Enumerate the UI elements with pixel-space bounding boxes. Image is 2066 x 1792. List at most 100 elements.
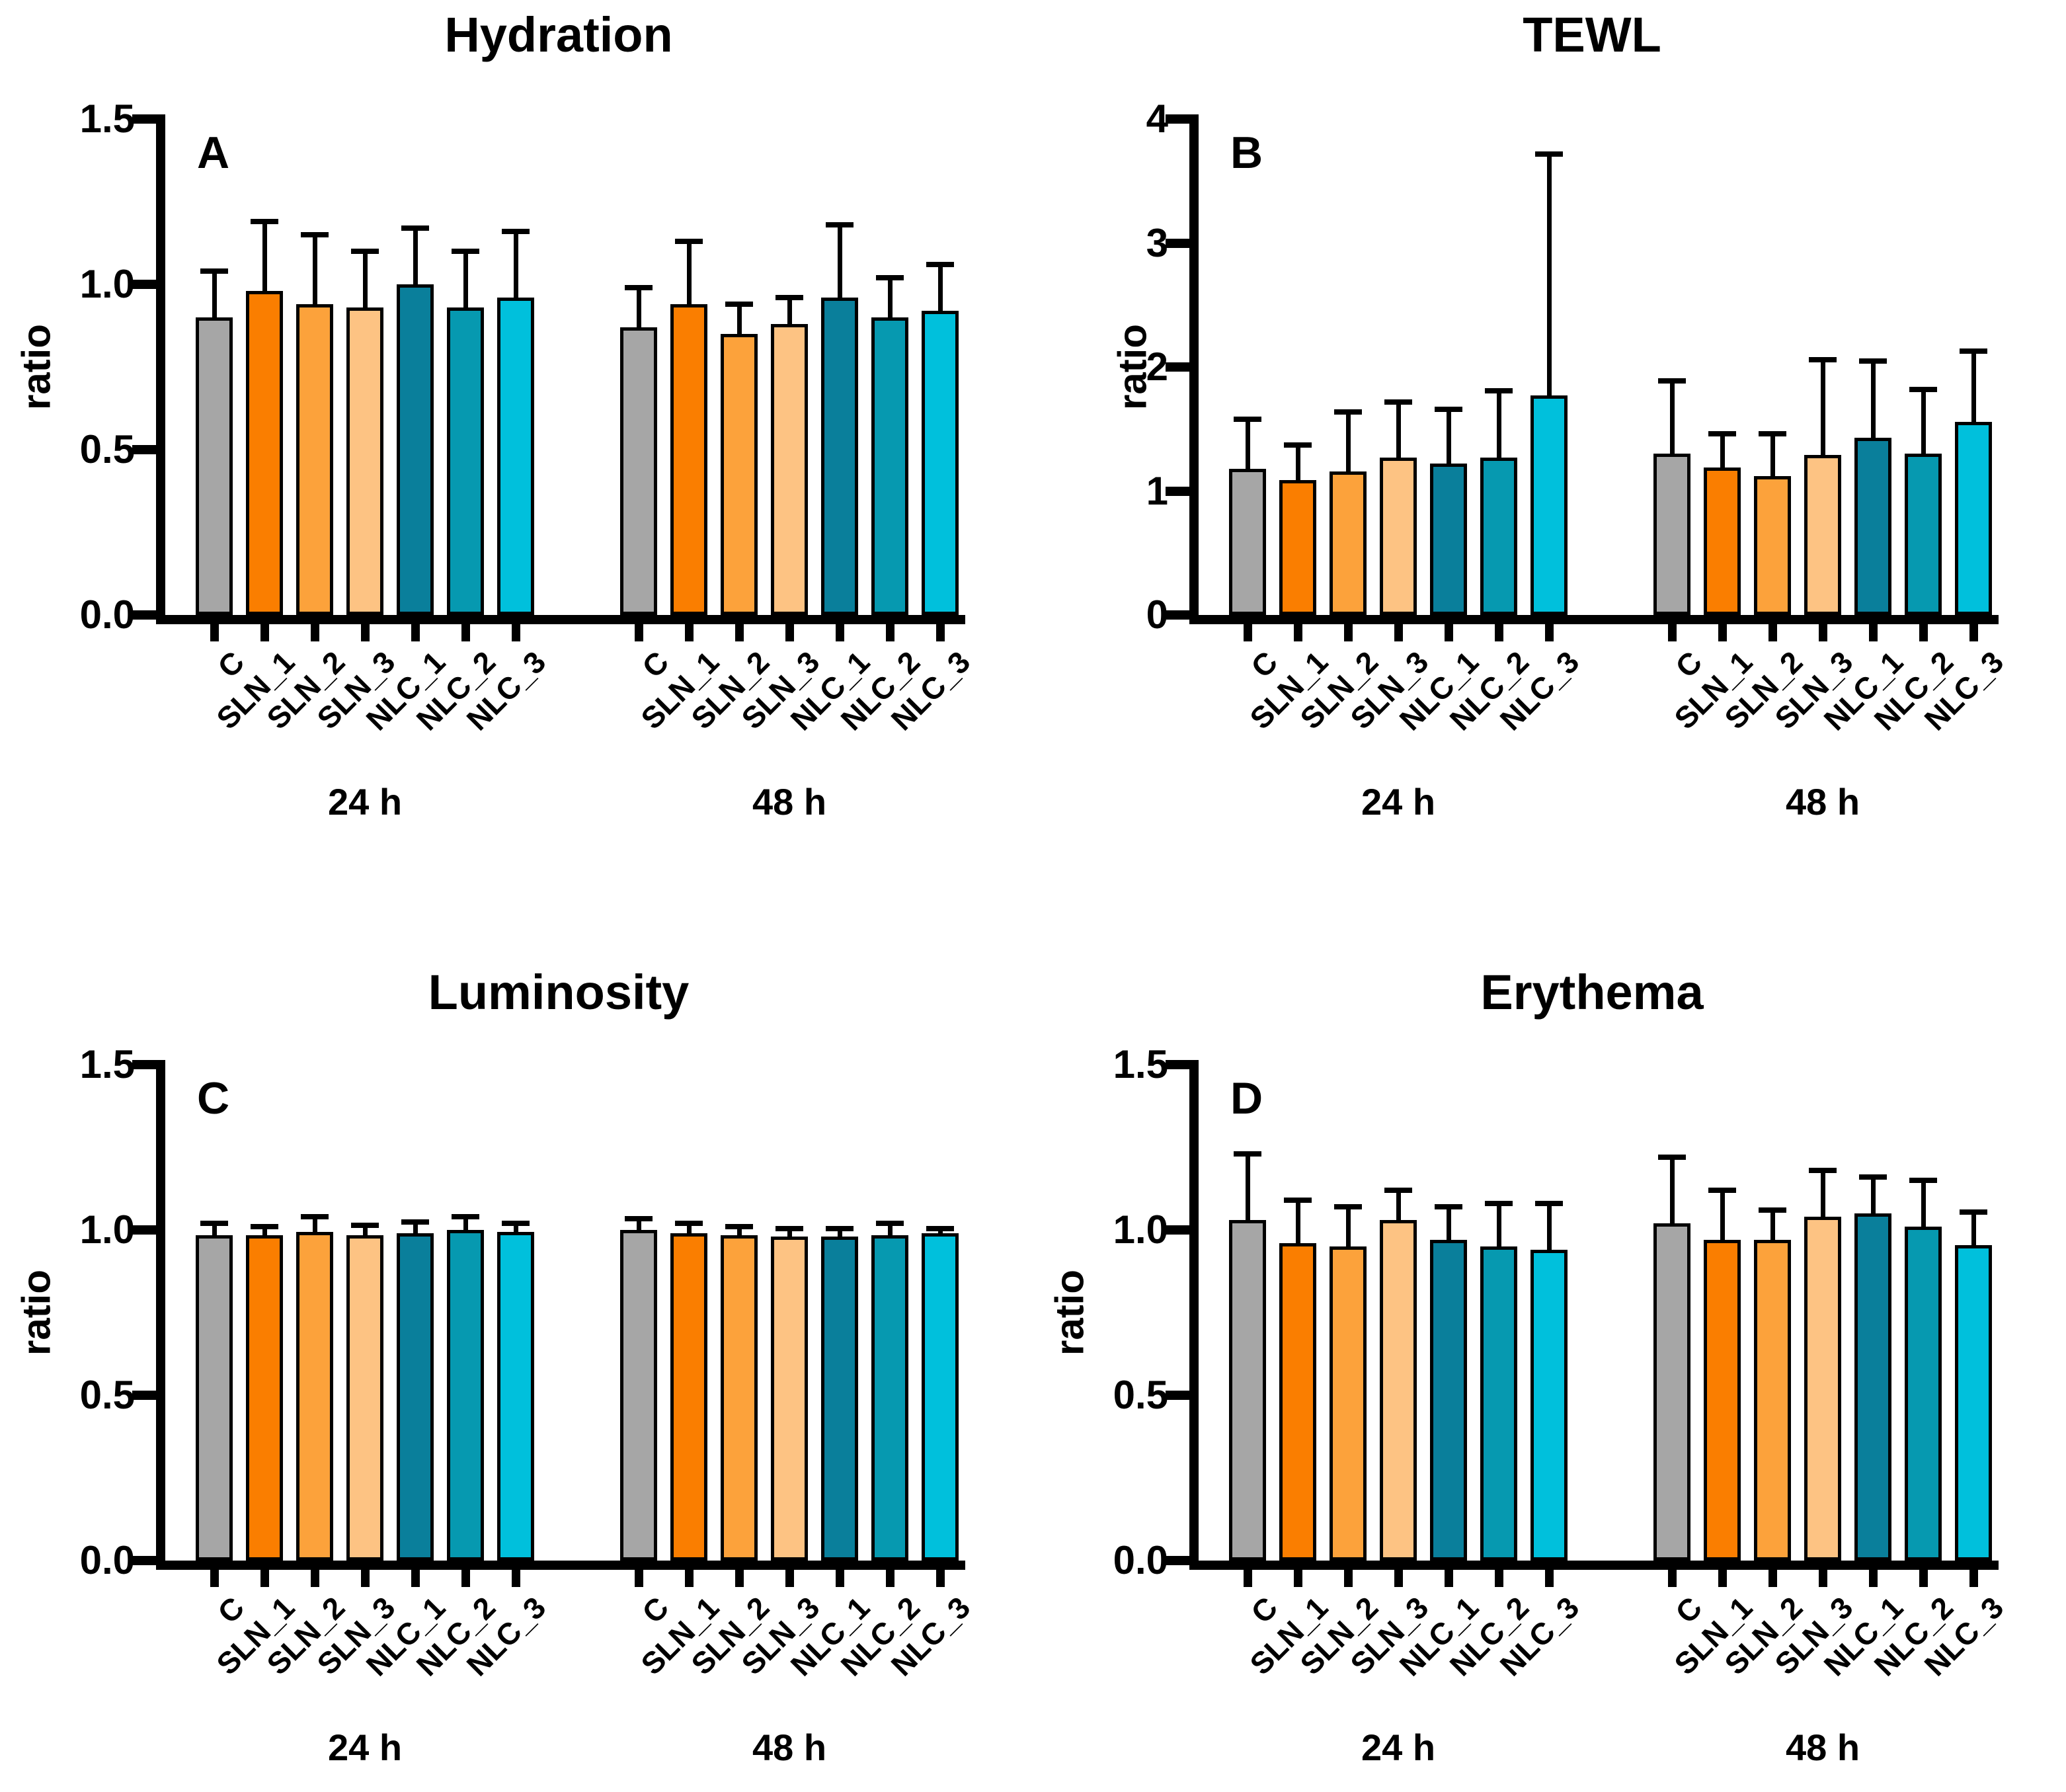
error-bar-cap (926, 262, 954, 267)
x-tick (785, 1570, 794, 1587)
error-bar-cap (1759, 1207, 1786, 1213)
y-tick-label: 0.0 (79, 1538, 135, 1582)
error-bar-cap (1658, 378, 1686, 384)
error-bar-cap (1485, 1201, 1513, 1206)
group-label-48h: 48 h (752, 781, 827, 823)
bar-nlc_3-24h (497, 1231, 534, 1561)
error-bar-stem (463, 1217, 468, 1237)
error-bar-cap (1485, 387, 1513, 393)
x-tick (1445, 624, 1453, 641)
bar-sln_2-24h (296, 1231, 333, 1561)
bar-nlc_1-48h (821, 1237, 858, 1561)
x-tick (936, 624, 945, 641)
y-tick (1166, 1060, 1189, 1069)
y-tick (132, 1060, 156, 1069)
bar-nlc_2-48h (1905, 1227, 1942, 1561)
x-tick (1344, 624, 1353, 641)
x-tick (685, 624, 694, 641)
bar-nlc_1-24h (397, 284, 434, 615)
error-bar-cap (1708, 431, 1736, 437)
error-bar-cap (1384, 399, 1412, 405)
error-bar-cap (1334, 1204, 1362, 1209)
bar-c-48h (1653, 1223, 1690, 1561)
panel-hydration: Hydration A ratio 0.0 0.5 1.0 1.5 C SLN_1 SLN_… (0, 0, 1033, 896)
error-bar-cap (200, 1221, 228, 1226)
error-bar-stem (1497, 1203, 1501, 1253)
error-bar-stem (212, 1223, 217, 1242)
x-tick (1244, 1570, 1252, 1587)
error-bar-cap (1435, 1204, 1462, 1209)
group-label-48h: 48 h (1785, 1727, 1860, 1768)
x-tick (1668, 1570, 1677, 1587)
bar-nlc_1-48h (1854, 1213, 1891, 1561)
error-bar-cap (1658, 1155, 1686, 1160)
error-bar-stem (514, 231, 518, 304)
error-bar-stem (313, 1217, 317, 1239)
error-bar-cap (775, 295, 803, 300)
y-tick (1166, 1556, 1189, 1565)
error-bar-stem (1396, 1190, 1401, 1227)
error-bar-stem (1871, 360, 1876, 444)
bar-nlc_3-48h (922, 1233, 959, 1561)
error-bar-stem (1346, 1207, 1351, 1253)
y-tick (132, 280, 156, 289)
y-tick-label: 1.5 (79, 97, 135, 141)
x-tick (836, 624, 844, 641)
error-bar-stem (1921, 389, 1926, 461)
x-axis-line (1189, 1561, 1999, 1570)
plot-area: 0.0 0.5 1.0 1.5 C SLN_1 SLN_2 SLN_3 NLC_1 NLC_2 NL… (0, 896, 1033, 1792)
bar-sln_2-48h (1754, 476, 1791, 615)
y-tick-label: 0.5 (1113, 1373, 1168, 1417)
plot-area: 0.0 0.5 1.0 1.5 C SLN_1 SLN_2 SLN_3 NLC_1 NLC_2 NL… (0, 0, 1033, 896)
y-tick (132, 610, 156, 620)
x-tick (1819, 1570, 1827, 1587)
error-bar-cap (1234, 1151, 1261, 1157)
chart-title: Luminosity (428, 965, 690, 1020)
bar-sln_3-48h (771, 324, 808, 615)
y-tick-label: 1.5 (1113, 1042, 1168, 1086)
bar-nlc_1-48h (821, 298, 858, 615)
bar-nlc_1-24h (1430, 464, 1467, 615)
group-label-24h: 24 h (327, 781, 403, 823)
y-tick-label: 0.5 (79, 1373, 135, 1417)
error-bar-cap (876, 1221, 904, 1226)
y-tick (132, 1556, 156, 1565)
x-tick (735, 1570, 744, 1587)
error-bar-cap (251, 1224, 278, 1229)
error-bar-cap (725, 1224, 753, 1229)
x-tick (735, 624, 744, 641)
bar-nlc_3-24h (1530, 395, 1568, 615)
x-tick (1718, 624, 1727, 641)
x-tick (1768, 1570, 1777, 1587)
y-tick-label: 4 (1146, 97, 1168, 141)
x-tick (1294, 1570, 1302, 1587)
error-bar-cap (826, 1225, 854, 1231)
bar-nlc_1-48h (1854, 437, 1891, 615)
error-bar-stem (1547, 153, 1552, 403)
error-bar-stem (888, 278, 893, 324)
bar-nlc_2-24h (1480, 1246, 1517, 1561)
x-tick (886, 624, 894, 641)
bar-c-48h (620, 1230, 657, 1561)
bar-sln_2-24h (1330, 471, 1367, 615)
x-tick (1969, 624, 1978, 641)
error-bar-stem (888, 1223, 893, 1242)
x-tick (1969, 1570, 1978, 1587)
x-tick (635, 1570, 643, 1587)
x-tick (1495, 1570, 1503, 1587)
bar-sln_2-24h (1330, 1246, 1367, 1561)
x-tick (1495, 624, 1503, 641)
error-bar-stem (1447, 409, 1451, 471)
x-tick (361, 1570, 370, 1587)
error-bar-stem (1346, 411, 1351, 478)
bar-sln_3-24h (1380, 1220, 1417, 1561)
x-tick (361, 624, 370, 641)
group-label-24h: 24 h (1361, 781, 1436, 823)
x-tick (1668, 624, 1677, 641)
error-bar-cap (1960, 1209, 1987, 1215)
error-bar-stem (1447, 1207, 1451, 1246)
plot-area: 0 1 2 3 4 C SLN_1 SLN_2 SLN_3 NLC_1 NLC_2 NLC_3 24 h… (1033, 0, 2066, 896)
error-bar-cap (1809, 356, 1837, 362)
error-bar-cap (351, 249, 379, 254)
bar-sln_3-48h (1804, 455, 1841, 615)
